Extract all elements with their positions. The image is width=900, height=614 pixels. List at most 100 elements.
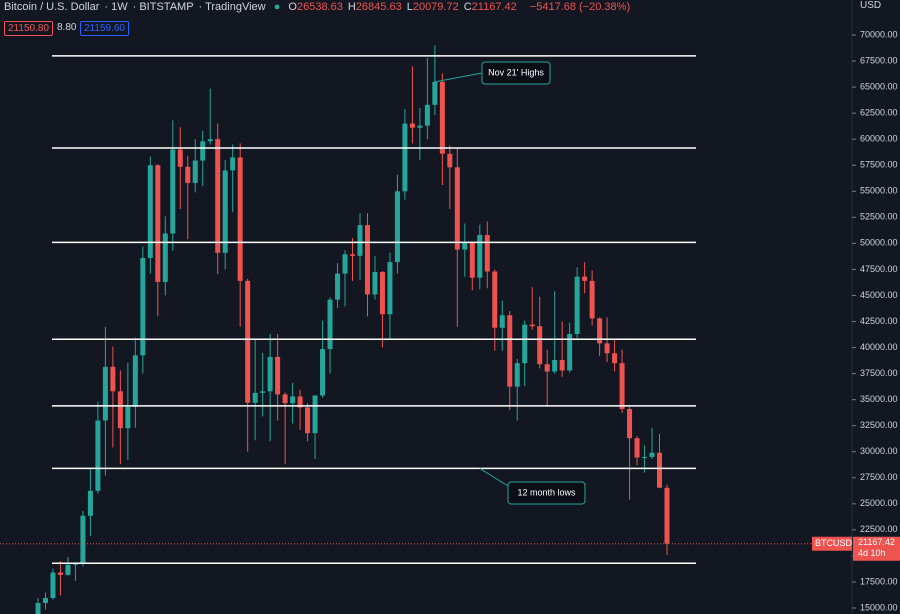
candle-body (230, 157, 236, 171)
candle-body (35, 602, 41, 614)
interval: 1W (111, 1, 128, 13)
bid[interactable]: 21150.80 (4, 21, 53, 36)
symbol-header: Bitcoin / U.S. Dollar · 1W · BITSTAMP · Tra… (4, 1, 631, 13)
ohlc-key: O (288, 1, 297, 13)
ohlc-key: H (347, 1, 356, 13)
candle-body (507, 315, 513, 387)
candle-body (237, 157, 243, 281)
ohlc-value: 21167.42 (471, 1, 517, 13)
candle-body (409, 123, 415, 128)
candle-body (290, 396, 296, 404)
countdown: 4d 10h (858, 548, 886, 558)
y-tick-label: 32500.00 (860, 420, 898, 430)
symbol-tag: BTCUSD (815, 538, 853, 548)
candle-body (627, 409, 633, 439)
candle-body (110, 366, 116, 392)
candle-body (387, 262, 393, 315)
candle-body (664, 487, 670, 544)
candle-body (499, 315, 505, 328)
callout-box (507, 481, 586, 505)
candle-body (529, 324, 535, 327)
candle-body (537, 326, 543, 365)
callout-line (479, 467, 509, 487)
y-tick-label: 27500.00 (860, 472, 898, 482)
candle-body (147, 165, 153, 258)
ohlc-key: L (406, 1, 413, 13)
y-tick-label: 17500.00 (860, 576, 898, 586)
candle-body (132, 355, 138, 407)
y-tick-label: 37500.00 (860, 368, 898, 378)
candle-body (469, 242, 475, 278)
y-tick-label: 70000.00 (860, 29, 898, 39)
symbol: Bitcoin / U.S. Dollar (4, 1, 100, 13)
exchange: BITSTAMP (139, 1, 194, 13)
candle-body (275, 356, 281, 395)
candle-body (320, 349, 326, 396)
y-tick-label: 25000.00 (860, 498, 898, 508)
candle-body (140, 257, 146, 356)
y-tick-label: 52500.00 (860, 212, 898, 222)
candle-body (439, 81, 445, 154)
candle-body (372, 272, 378, 295)
ask[interactable]: 21159.60 (80, 21, 129, 36)
candle-body (402, 123, 408, 192)
candle-body (42, 597, 48, 603)
candle-body (252, 392, 258, 403)
candle-body (95, 420, 101, 491)
candle-body (117, 391, 123, 429)
candle-body (589, 280, 595, 319)
ohlc-value: 26845.63 (355, 1, 402, 13)
candle-body (282, 394, 288, 404)
candle-body (364, 225, 370, 295)
change: −5417.68 (−20.38%) (529, 1, 631, 13)
candle-body (267, 356, 273, 392)
candle-body (342, 254, 348, 274)
y-tick-label: 67500.00 (860, 55, 898, 65)
candle-body (57, 572, 63, 575)
candle-body (477, 235, 483, 278)
candle-body (559, 360, 565, 371)
spread: 8.80 (57, 22, 77, 33)
y-tick-label: 60000.00 (860, 134, 898, 144)
candle-body (335, 273, 341, 300)
y-tick-label: 57500.00 (860, 160, 898, 170)
y-tick-label: 35000.00 (860, 394, 898, 404)
callout-line (434, 72, 483, 83)
candle-body (379, 272, 385, 315)
candle-body (245, 280, 251, 403)
y-tick-label: 47500.00 (860, 264, 898, 274)
candle-body (604, 343, 610, 354)
y-tick-label: 50000.00 (860, 238, 898, 248)
candle-body (514, 363, 520, 387)
candle-body (544, 364, 550, 372)
candle-body (170, 149, 176, 234)
y-tick-label: 30000.00 (860, 446, 898, 456)
candle-body (424, 104, 430, 126)
candle-body (597, 318, 603, 344)
candle-body (454, 167, 460, 250)
candle-body (567, 334, 573, 371)
candle-body (649, 452, 655, 457)
candle-body (522, 324, 528, 364)
price-tag-bg (853, 536, 900, 561)
candle-body (350, 254, 355, 256)
candle-body (357, 225, 363, 256)
callout-text: Nov 21' Highs (488, 67, 544, 77)
source: TradingView (205, 1, 266, 13)
candle-body (215, 139, 221, 253)
candle-body (462, 242, 468, 250)
candle-body (492, 271, 498, 328)
candle-body (80, 515, 86, 564)
currency[interactable]: USD (860, 0, 882, 11)
ohlc-value: 20079.72 (412, 1, 459, 13)
y-tick-label: 62500.00 (860, 108, 898, 118)
candle-body (222, 170, 228, 253)
candle-body (200, 141, 206, 161)
ohlc-key: C (463, 1, 472, 13)
candle-body (634, 438, 640, 458)
candle-body (484, 235, 490, 272)
price-tag: 21167.42 (858, 537, 895, 547)
candle-body (447, 153, 453, 168)
callout-box (481, 61, 551, 85)
